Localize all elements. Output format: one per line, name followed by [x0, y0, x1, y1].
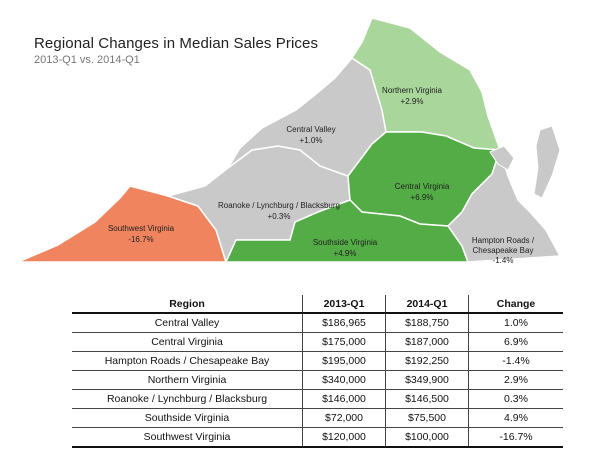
map-subtitle: 2013-Q1 vs. 2014-Q1: [34, 54, 140, 66]
cell-change: 0.3%: [468, 389, 563, 409]
label-southwest-virginia: Southwest Virginia -16.7%: [108, 224, 175, 244]
cell-2013-q1: $340,000: [302, 370, 386, 390]
svg-text:-16.7%: -16.7%: [128, 235, 153, 244]
svg-text:Southwest Virginia: Southwest Virginia: [108, 224, 175, 233]
cell-2014-q1: $75,500: [385, 408, 469, 428]
table-row: Southside Virginia $72,000 $75,500 4.9%: [72, 408, 563, 428]
header-2013-q1: 2013-Q1: [302, 295, 386, 314]
svg-text:-1.4%: -1.4%: [493, 256, 514, 265]
cell-2013-q1: $120,000: [302, 427, 386, 448]
region-hampton-roads-chesapeake-bay: [447, 147, 562, 263]
cell-change: 6.9%: [468, 332, 563, 352]
table-row: Central Valley $186,965 $188,750 1.0%: [72, 313, 563, 333]
cell-change: -1.4%: [468, 351, 563, 371]
svg-text:Chesapeake Bay: Chesapeake Bay: [473, 246, 534, 255]
svg-text:+4.9%: +4.9%: [334, 249, 357, 258]
cell-change: 1.0%: [468, 313, 563, 333]
label-central-virginia: Central Virginia +6.9%: [395, 182, 450, 202]
svg-text:+0.3%: +0.3%: [268, 212, 291, 221]
cell-2014-q1: $192,250: [385, 351, 469, 371]
cell-region: Southside Virginia: [72, 408, 303, 428]
region-northern-virginia: [350, 17, 502, 151]
region-northern-neck: [489, 145, 515, 171]
svg-text:+6.9%: +6.9%: [411, 193, 434, 202]
cell-2014-q1: $100,000: [385, 427, 469, 448]
table-row: Central Virginia $175,000 $187,000 6.9%: [72, 332, 563, 352]
svg-text:Hampton Roads /: Hampton Roads /: [472, 236, 535, 245]
table-row: Northern Virginia $340,000 $349,900 2.9%: [72, 370, 563, 390]
svg-text:Southside Virginia: Southside Virginia: [313, 238, 378, 247]
svg-text:Central Virginia: Central Virginia: [395, 182, 450, 191]
table-header-row: Region 2013-Q1 2014-Q1 Change: [72, 295, 563, 314]
svg-text:+2.9%: +2.9%: [401, 97, 424, 106]
label-southside-virginia: Southside Virginia +4.9%: [313, 238, 378, 258]
cell-region: Central Virginia: [72, 332, 303, 352]
svg-text:Northern Virginia: Northern Virginia: [382, 86, 442, 95]
cell-region: Hampton Roads / Chesapeake Bay: [72, 351, 303, 371]
svg-text:Central Valley: Central Valley: [286, 125, 335, 134]
label-roanoke-lynchburg-blacksburg: Roanoke / Lynchburg / Blacksburg +0.3%: [218, 201, 340, 221]
region-eastern-shore: [533, 125, 561, 199]
cell-2013-q1: $186,965: [302, 313, 386, 333]
cell-2014-q1: $349,900: [385, 370, 469, 390]
header-region: Region: [72, 295, 303, 314]
header-change: Change: [468, 295, 563, 314]
label-hampton-roads-chesapeake-bay: Hampton Roads / Chesapeake Bay -1.4%: [472, 236, 535, 265]
header-2014-q1: 2014-Q1: [385, 295, 469, 314]
svg-text:+1.0%: +1.0%: [300, 136, 323, 145]
cell-2013-q1: $175,000: [302, 332, 386, 352]
median-prices-table: Region 2013-Q1 2014-Q1 Change Central Va…: [72, 295, 563, 448]
map-title: Regional Changes in Median Sales Prices: [34, 35, 319, 52]
cell-2014-q1: $146,500: [385, 389, 469, 409]
table-row: Roanoke / Lynchburg / Blacksburg $146,00…: [72, 389, 563, 409]
virginia-region-map: Northern Virginia +2.9% Central Valley +…: [17, 17, 562, 265]
table-row: Southwest Virginia $120,000 $100,000 -16…: [72, 427, 563, 448]
label-northern-virginia: Northern Virginia +2.9%: [382, 86, 442, 106]
cell-region: Northern Virginia: [72, 370, 303, 390]
cell-2013-q1: $195,000: [302, 351, 386, 371]
cell-change: 2.9%: [468, 370, 563, 390]
cell-region: Central Valley: [72, 313, 303, 333]
svg-text:Roanoke / Lynchburg / Blacksbu: Roanoke / Lynchburg / Blacksburg: [218, 201, 340, 210]
cell-2014-q1: $187,000: [385, 332, 469, 352]
cell-region: Southwest Virginia: [72, 427, 303, 448]
cell-2013-q1: $146,000: [302, 389, 386, 409]
cell-change: 4.9%: [468, 408, 563, 428]
cell-2013-q1: $72,000: [302, 408, 386, 428]
table-row: Hampton Roads / Chesapeake Bay $195,000 …: [72, 351, 563, 371]
cell-2014-q1: $188,750: [385, 313, 469, 333]
cell-change: -16.7%: [468, 427, 563, 448]
cell-region: Roanoke / Lynchburg / Blacksburg: [72, 389, 303, 409]
label-central-valley: Central Valley +1.0%: [286, 125, 335, 145]
